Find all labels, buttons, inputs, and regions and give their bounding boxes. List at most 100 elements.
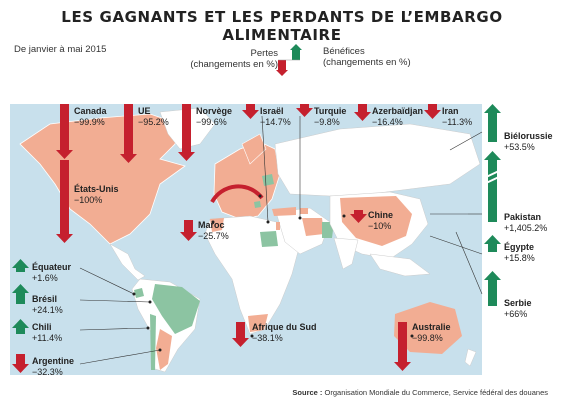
value: −9.8% (314, 117, 340, 127)
value: +53.5% (504, 142, 535, 152)
name: Chili (32, 322, 52, 332)
label-egypte: Égypte +15.8% (504, 242, 535, 264)
central-america-landmass (109, 243, 146, 281)
value: +1,405.2% (504, 223, 548, 233)
ue-loss-arrow (120, 104, 137, 163)
turkey-shape (272, 207, 296, 216)
value: +24.1% (32, 305, 63, 315)
label-norvege: Norvège −99.6% (196, 106, 232, 128)
legend-gains: Bénéfices (changements en %) (323, 46, 411, 68)
name: États-Unis (74, 184, 119, 194)
label-chine: Chine −10% (368, 210, 393, 232)
iran-loss-arrow (424, 104, 441, 119)
value: −99.8% (412, 333, 443, 343)
legend-gains-sub: (changements en %) (323, 57, 411, 68)
norway-shape (241, 133, 267, 165)
legend-gain-arrow-icon (290, 44, 302, 60)
country-dots (132, 194, 414, 352)
southeast-asia-shape (369, 253, 431, 277)
australie-loss-arrow (394, 322, 411, 371)
legend-icons (276, 44, 302, 76)
source-label: Source : (292, 388, 323, 397)
label-argentine: Argentine −32.3% (32, 356, 74, 378)
value: −99.9% (74, 117, 105, 127)
leader-lines (79, 115, 483, 365)
egypt-shape (260, 231, 278, 247)
label-etats-unis: États-Unis −100% (74, 184, 119, 206)
australia-shape (394, 302, 462, 354)
etats-unis-loss-arrow (56, 160, 73, 243)
name: Canada (74, 106, 107, 116)
egypte-gain-arrow (484, 235, 501, 252)
label-pakistan: Pakistan +1,405.2% (504, 212, 547, 234)
turquie-loss-arrow (296, 104, 313, 117)
bielorussie-gain-arrow (484, 104, 501, 142)
russia-landmass (274, 123, 481, 197)
maroc-loss-arrow (180, 220, 197, 241)
label-maroc: Maroc −25.7% (198, 220, 229, 242)
new-zealand-shape (464, 348, 477, 367)
name: Maroc (198, 220, 225, 230)
label-australie: Australie −99.8% (412, 322, 451, 344)
israel-shape (276, 222, 280, 230)
brazil-shape (152, 284, 200, 334)
argentine-loss-arrow (12, 354, 29, 373)
ecuador-shape (134, 288, 144, 298)
serbia-shape (254, 201, 261, 208)
label-ue: UE −95.2% (138, 106, 169, 128)
azerbaidjan-loss-arrow (354, 104, 371, 121)
value: −14.7% (260, 117, 291, 127)
label-turquie: Turquie −9.8% (314, 106, 346, 128)
page-title: LES GAGNANTS ET LES PERDANTS DE L’EMBARG… (61, 8, 503, 44)
name: Chine (368, 210, 394, 220)
name: Biélorussie (504, 131, 553, 141)
azerbaijan-shape (300, 208, 308, 214)
india-shape (333, 237, 359, 270)
norvege-loss-arrow (178, 104, 195, 161)
iran-shape (302, 218, 324, 236)
source-text: Organisation Mondiale du Commerce, Servi… (324, 388, 548, 397)
label-iran: Iran −11.3% (442, 106, 472, 128)
value: −16.4% (372, 117, 403, 127)
chili-gain-arrow (12, 319, 29, 334)
israel-loss-arrow (242, 104, 259, 119)
label-equateur: Équateur +1.6% (32, 262, 71, 284)
legend-loss-arrow-icon (276, 60, 288, 76)
name: Australie (412, 322, 451, 332)
label-chili: Chili +11.4% (32, 322, 62, 344)
value: −32.3% (32, 367, 63, 377)
canada-loss-arrow (56, 104, 73, 159)
afrique-sud-loss-arrow (232, 322, 249, 347)
value: −100% (74, 195, 103, 205)
belarus-shape (262, 174, 274, 186)
serbie-gain-arrow (484, 271, 501, 306)
value: +1.6% (32, 273, 58, 283)
name: Pakistan (504, 212, 542, 222)
value: −10% (368, 221, 392, 231)
eu-arc (210, 184, 264, 204)
label-serbie: Serbie +66% (504, 298, 532, 320)
value: −38.1% (252, 333, 283, 343)
name: Afrique du Sud (252, 322, 317, 332)
china-shape (340, 196, 412, 246)
equateur-gain-arrow (12, 259, 29, 272)
legend-losses-sub: (changements en %) (190, 59, 278, 70)
name: Azerbaïdjan (372, 106, 424, 116)
name: Égypte (504, 242, 535, 252)
label-bielorussie: Biélorussie +53.5% (504, 131, 553, 153)
name: Israël (260, 106, 284, 116)
name: Équateur (32, 262, 72, 272)
south-africa-shape (248, 314, 268, 332)
value: −95.2% (138, 117, 169, 127)
name: Argentine (32, 356, 75, 366)
name: Turquie (314, 106, 347, 116)
name: Brésil (32, 294, 58, 304)
value: +11.4% (32, 333, 63, 343)
period-label: De janvier à mai 2015 (14, 44, 107, 55)
name: UE (138, 106, 151, 116)
name: Iran (442, 106, 459, 116)
label-canada: Canada −99.9% (74, 106, 107, 128)
bresil-gain-arrow (12, 284, 29, 304)
label-azerbaidjan: Azerbaïdjan −16.4% (372, 106, 423, 128)
